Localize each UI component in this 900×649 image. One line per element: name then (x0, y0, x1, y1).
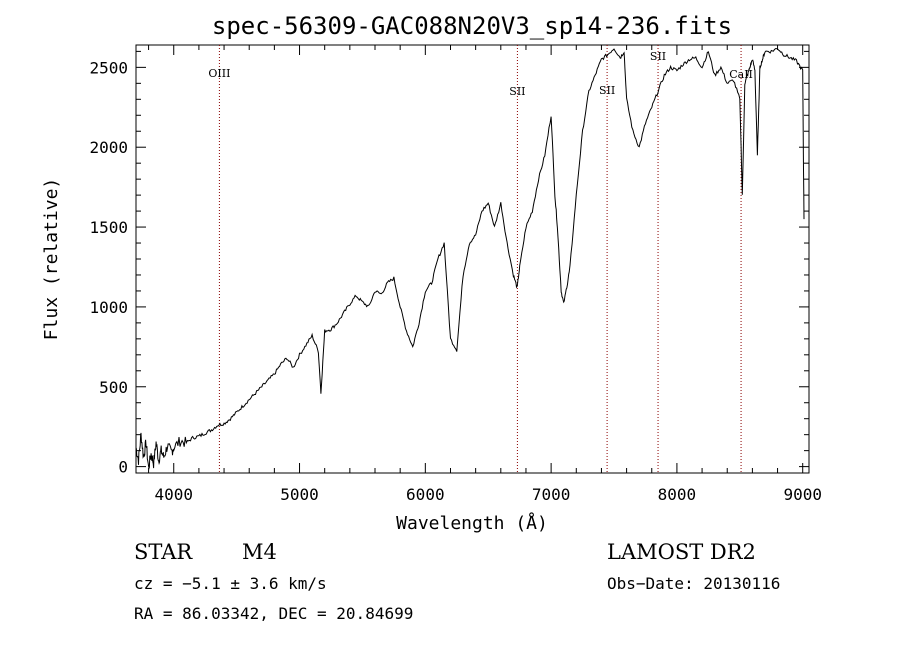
object-class: STAR (134, 540, 193, 564)
spectral-line-markers: OIII SII SII SII CaII (208, 45, 753, 473)
survey-name: LAMOST DR2 (607, 540, 756, 564)
x-tick-label: 8000 (658, 485, 697, 504)
spectrum-series-line (135, 48, 805, 471)
x-axis-ticks: 4000 5000 6000 7000 8000 9000 (148, 45, 822, 504)
y-tick-label: 2500 (89, 58, 128, 77)
ra-dec-coordinates: RA = 86.03342, DEC = 20.84699 (134, 604, 413, 623)
object-subclass: M4 (242, 540, 277, 564)
x-tick-label: 6000 (406, 485, 445, 504)
y-tick-label: 2000 (89, 138, 128, 157)
y-axis-ticks: 0 500 1000 1500 2000 2500 (89, 50, 809, 477)
spectral-line-label: SII (509, 85, 525, 98)
y-axis-label: Flux (relative) (41, 178, 62, 341)
x-tick-label: 7000 (532, 485, 571, 504)
y-tick-label: 0 (118, 458, 128, 477)
x-tick-label: 5000 (280, 485, 319, 504)
x-tick-label: 9000 (783, 485, 822, 504)
x-tick-label: 4000 (154, 485, 193, 504)
y-tick-label: 1500 (89, 218, 128, 237)
chart-title: spec-56309-GAC088N20V3_sp14-236.fits (212, 12, 732, 40)
spectral-line-label: OIII (208, 67, 230, 80)
spectral-line-label: SII (599, 84, 615, 97)
y-tick-label: 500 (99, 378, 128, 397)
plot-frame (135, 44, 810, 474)
spectral-line-label: SII (650, 50, 666, 63)
spectral-line-label: CaII (729, 68, 753, 81)
x-axis-label: Wavelength (Å) (396, 512, 548, 534)
redshift-cz: cz = −5.1 ± 3.6 km/s (134, 574, 327, 593)
observation-date: Obs−Date: 20130116 (607, 574, 780, 593)
y-tick-label: 1000 (89, 298, 128, 317)
